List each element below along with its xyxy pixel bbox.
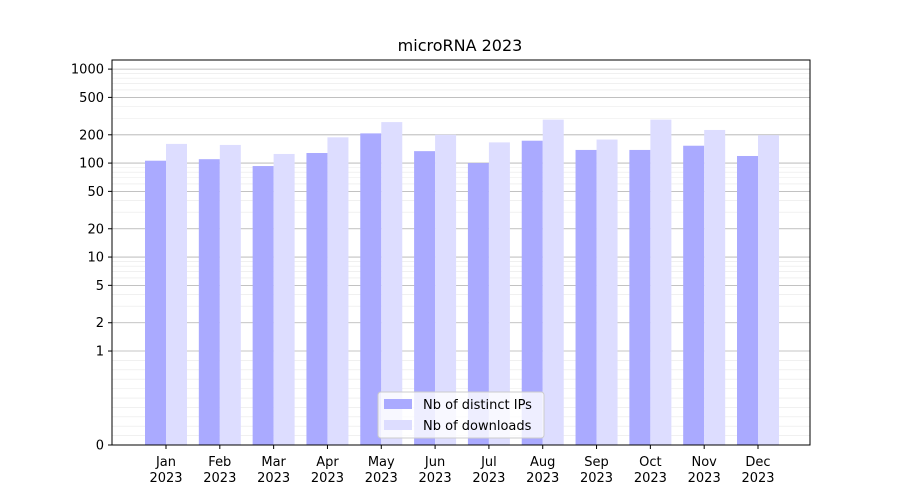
bar-downloads [596,139,618,445]
y-axis: 0 1 2 5 10 20 50 100 200 500 1000 [71,63,112,454]
bar-downloads [166,143,187,446]
x-tick-label: Mar 2023 [257,455,290,486]
y-tick-label: 0 [96,439,104,454]
bar-downloads [758,135,779,446]
x-tick-label: Feb 2023 [203,455,236,486]
bar-downloads [542,119,564,445]
bar-distinct-ips [414,151,436,446]
legend-swatch [384,420,412,430]
bar-distinct-ips [629,149,651,446]
bar-downloads [435,134,457,445]
y-tick-label: 100 [79,157,104,172]
bar-distinct-ips [467,163,489,446]
y-tick-label: 5 [96,279,104,294]
legend-label: Nb of downloads [423,419,532,434]
bar-distinct-ips [198,159,220,445]
bar-distinct-ips [360,133,382,445]
bar-distinct-ips [306,153,328,445]
bar-distinct-ips [521,140,543,445]
x-tick-label: Jun 2023 [419,455,452,486]
bar-downloads [381,122,403,445]
legend-box [377,391,545,439]
y-tick-label: 50 [87,185,104,200]
y-tick-label: 1 [96,345,104,360]
y-tick-label: 20 [87,222,104,237]
bar-downloads [650,119,672,445]
y-tick-label: 200 [79,128,104,143]
x-axis: Jan 2023 Feb 2023 Mar 2023 Apr 2023 May 2023 Jun 20… [149,445,775,486]
x-tick-label: Sep 2023 [580,455,613,486]
bar-downloads [704,129,726,445]
bar-distinct-ips [252,166,274,445]
bar-downloads [273,153,295,445]
y-tick-label: 1000 [71,63,104,78]
y-tick-label: 500 [79,91,104,106]
bar-distinct-ips [575,149,597,446]
x-tick-label: May 2023 [365,455,398,486]
x-tick-label: Dec 2023 [741,455,774,486]
x-tick-label: Apr 2023 [311,455,344,486]
bar-distinct-ips [737,155,758,445]
legend[interactable]: Nb of distinct IPs Nb of downloads [377,391,545,439]
plot-frame [111,59,811,446]
chart-title: microRNA 2023 [398,36,523,55]
legend-label: Nb of distinct IPs [423,398,532,413]
x-tick-label: Oct 2023 [634,455,667,486]
y-tick-label: 10 [87,251,104,266]
bar-distinct-ips [145,160,166,445]
bar-downloads [327,137,349,445]
bar-downloads [219,144,241,445]
y-tick-label: 2 [96,316,104,331]
legend-swatch [384,399,412,409]
x-tick-label: Nov 2023 [688,455,721,486]
bars [145,119,779,446]
x-tick-label: Aug 2023 [526,455,559,486]
x-tick-label: Jul 2023 [472,455,505,486]
bar-distinct-ips [683,145,705,445]
x-tick-label: Jan 2023 [149,455,182,486]
bar-downloads [488,142,510,445]
